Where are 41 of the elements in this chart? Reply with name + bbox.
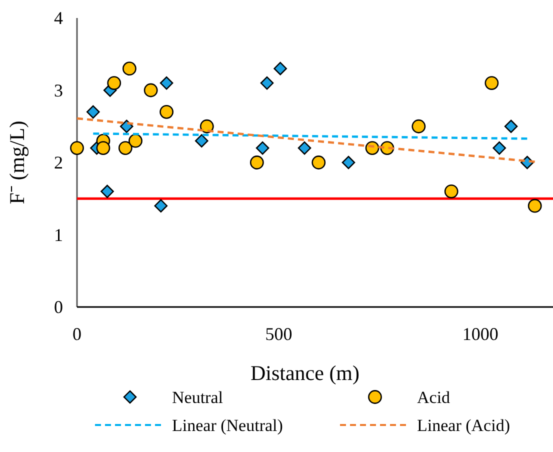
point (260, 76, 274, 90)
point (194, 134, 208, 148)
y-tick-label: 4 (54, 8, 63, 28)
point (160, 104, 174, 119)
y-tick-label: 3 (54, 80, 63, 100)
point (70, 141, 84, 155)
point (107, 76, 122, 90)
point (274, 62, 287, 76)
point (256, 141, 270, 155)
x-tick-label: 500 (265, 324, 292, 344)
point (412, 119, 426, 134)
x-tick-label: 1000 (462, 324, 498, 344)
legend-label: Acid (417, 388, 451, 407)
y-tick-label: 0 (54, 297, 63, 317)
point (528, 198, 542, 213)
point (444, 184, 458, 198)
point (492, 141, 506, 155)
point (312, 156, 326, 170)
legend-label: Linear (Acid) (417, 416, 510, 435)
point (122, 62, 136, 76)
point (128, 134, 142, 148)
x-axis-title: Distance (m) (250, 361, 360, 385)
point (118, 141, 132, 155)
x-tick-label: 0 (72, 324, 82, 344)
point (250, 156, 264, 170)
point (86, 105, 100, 119)
point (484, 76, 499, 90)
point (342, 156, 356, 170)
point (504, 120, 518, 134)
point (154, 199, 168, 212)
point (120, 120, 134, 134)
point (96, 141, 110, 155)
legend-label: Linear (Neutral) (172, 416, 283, 435)
y-tick-label: 2 (54, 152, 63, 172)
y-axis-title: F⁻ (mg/L) (5, 120, 29, 204)
point (160, 76, 174, 90)
legend-label: Neutral (172, 388, 224, 407)
point (298, 141, 312, 155)
y-tick-label: 1 (54, 224, 63, 245)
point (144, 83, 158, 98)
point (100, 184, 114, 198)
